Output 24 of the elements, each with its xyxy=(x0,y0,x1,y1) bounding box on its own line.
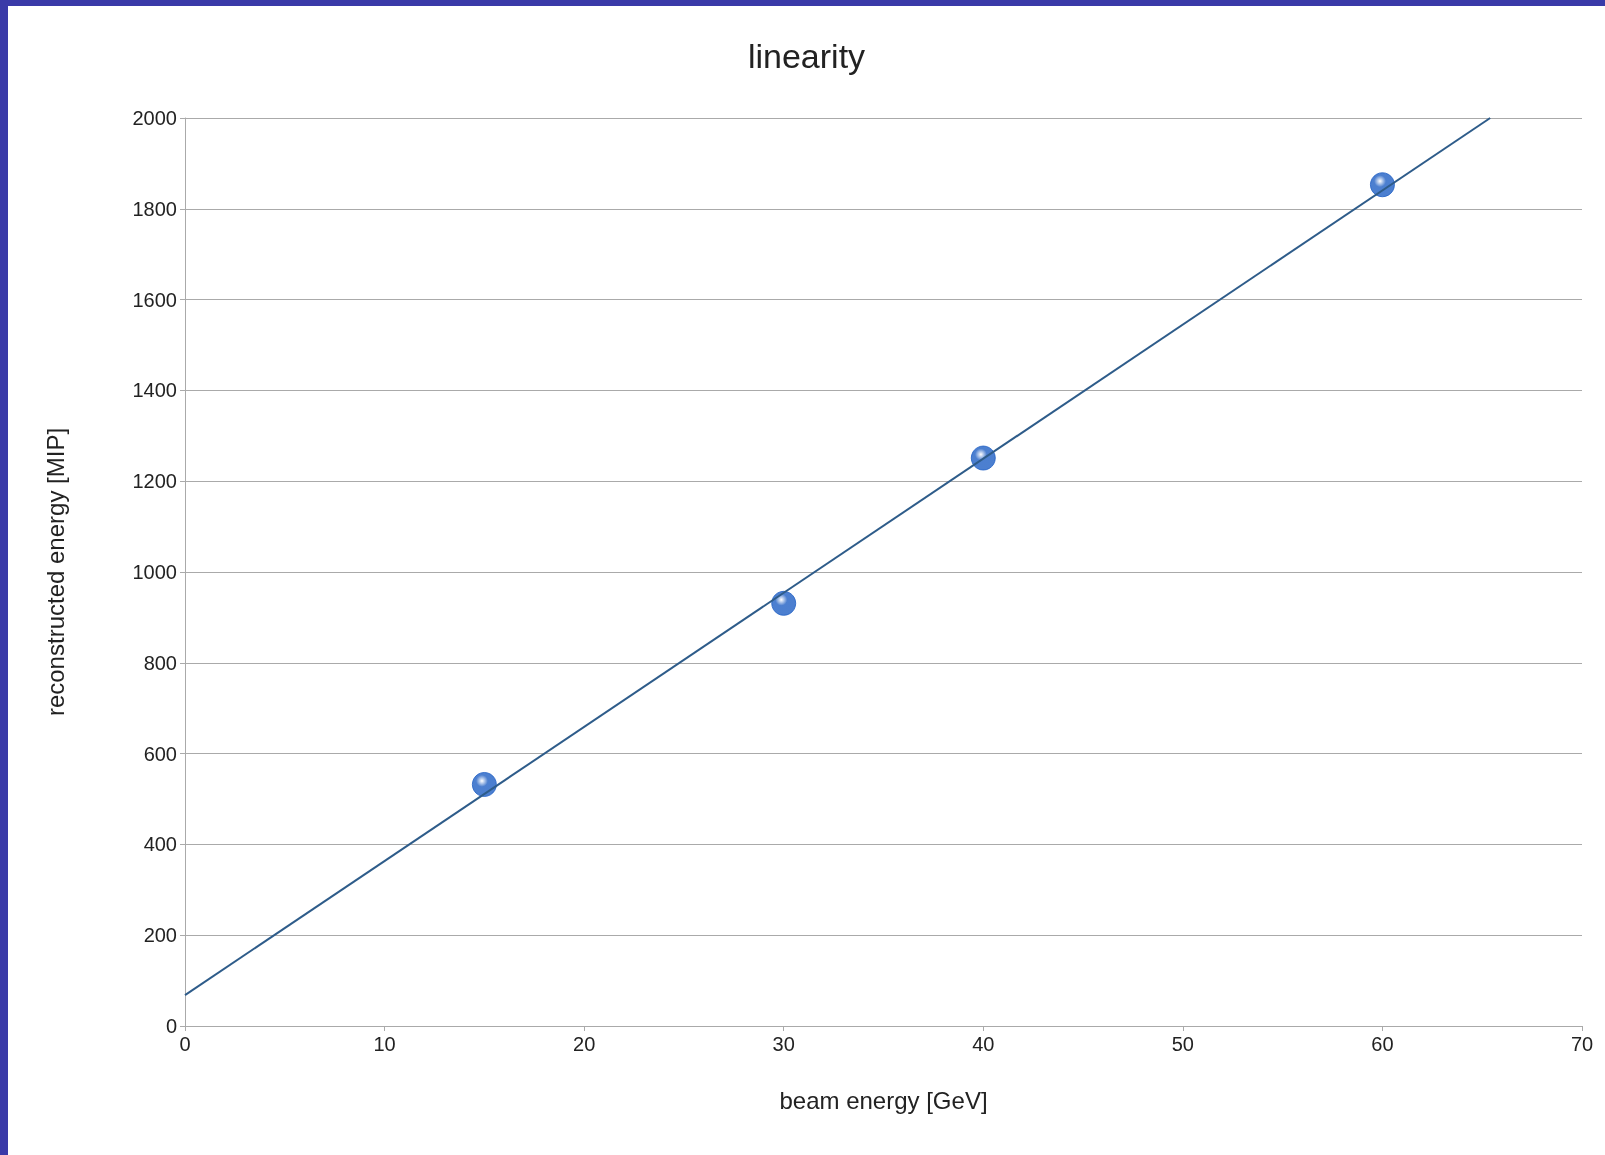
x-tick-label: 60 xyxy=(1371,1033,1394,1055)
y-tick-label: 600 xyxy=(143,742,177,765)
point xyxy=(471,771,497,797)
point xyxy=(771,590,797,616)
y-tick-label: 1600 xyxy=(132,288,177,311)
y-tick-label: 0 xyxy=(165,1015,177,1037)
y-tick-label: 1800 xyxy=(132,197,177,220)
x-tick-label: 0 xyxy=(179,1033,191,1055)
x-tick-label: 30 xyxy=(772,1033,795,1055)
x-tick-label: 20 xyxy=(573,1033,596,1055)
x-tick-label: 50 xyxy=(1171,1033,1194,1055)
x-tick-label: 70 xyxy=(1570,1033,1594,1055)
x-tick-label: 40 xyxy=(972,1033,995,1055)
y-tick-label: 800 xyxy=(143,651,177,674)
x-tick-label: 10 xyxy=(373,1033,396,1055)
y-tick-label: 1400 xyxy=(132,379,177,402)
chart-title: linearity xyxy=(747,37,866,75)
y-tick-label: 2000 xyxy=(132,107,177,129)
x-axis-title: beam energy [GeV] xyxy=(779,1086,988,1114)
y-tick-label: 1000 xyxy=(132,561,177,583)
y-tick-label: 1200 xyxy=(132,470,177,493)
y-tick-label: 200 xyxy=(143,924,177,947)
y-axis-title: reconstructed energy [MIP] xyxy=(41,427,69,717)
y-tick-label: 400 xyxy=(143,833,177,856)
